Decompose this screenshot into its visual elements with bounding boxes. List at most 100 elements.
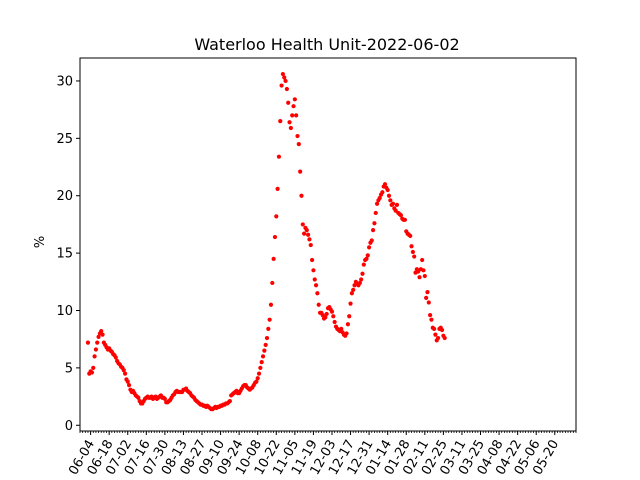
data-point <box>348 301 353 306</box>
data-point <box>300 222 305 227</box>
data-point <box>95 340 100 345</box>
data-point <box>266 326 271 331</box>
y-tick-label: 0 <box>65 419 73 434</box>
data-point <box>357 280 362 286</box>
y-axis: 0 5 10 15 20 25 30 <box>56 74 80 434</box>
data-point <box>367 245 372 250</box>
data-point <box>298 169 303 174</box>
data-point <box>126 382 132 388</box>
data-point <box>412 254 417 259</box>
plot-frame <box>79 57 577 432</box>
data-point <box>283 78 288 84</box>
data-point <box>136 395 141 400</box>
data-point <box>372 221 377 226</box>
data-point <box>408 233 413 238</box>
data-point <box>359 277 364 282</box>
data-point <box>302 231 307 236</box>
data-point <box>272 234 278 240</box>
data-point <box>122 371 128 376</box>
data-point <box>308 242 313 248</box>
data-point <box>435 335 441 341</box>
data-point <box>425 290 430 295</box>
data-point <box>264 335 270 341</box>
data-point <box>390 201 396 206</box>
data-point <box>99 329 104 334</box>
data-point <box>361 262 366 267</box>
data-point <box>388 198 393 203</box>
data-point <box>332 319 337 325</box>
data-point <box>270 280 275 286</box>
data-point <box>278 119 283 124</box>
data-point <box>339 326 344 331</box>
data-point <box>307 237 312 242</box>
data-point <box>268 302 274 307</box>
data-point <box>255 376 260 381</box>
data-point <box>377 195 382 201</box>
data-point <box>299 193 304 198</box>
data-point <box>292 97 297 102</box>
data-point <box>286 100 291 105</box>
data-point <box>280 71 286 77</box>
data-point <box>409 244 414 249</box>
data-point <box>306 232 311 237</box>
data-point <box>331 314 336 319</box>
data-point <box>271 256 276 261</box>
chart-title: Waterloo Health Unit-2022-06-02 <box>194 35 459 54</box>
data-point <box>276 154 282 159</box>
data-point <box>282 75 287 80</box>
data-point <box>313 283 319 288</box>
x-axis: 06-0406-1807-0207-1607-3008-1308-2709-10… <box>66 431 577 478</box>
data-point <box>439 327 445 333</box>
data-point <box>402 217 408 222</box>
data-point <box>429 317 434 322</box>
data-point <box>125 379 130 384</box>
data-point <box>365 253 370 258</box>
data-point <box>432 326 437 331</box>
data-point <box>121 368 126 373</box>
data-point <box>274 214 279 219</box>
data-point <box>267 317 272 322</box>
data-point <box>262 348 267 353</box>
data-point <box>426 300 431 305</box>
data-point <box>263 342 268 348</box>
data-point <box>398 213 404 218</box>
data-point <box>92 354 97 359</box>
data-point <box>369 238 374 243</box>
data-point <box>374 201 380 206</box>
data-point <box>349 291 354 296</box>
data-point <box>291 104 296 109</box>
data-point <box>428 312 433 318</box>
y-axis-label: % <box>33 236 48 248</box>
y-tick-label: 5 <box>65 361 73 376</box>
data-point <box>91 365 96 370</box>
data-point <box>420 257 425 263</box>
data-point <box>410 249 415 255</box>
data-point <box>373 210 378 216</box>
data-point <box>422 273 427 279</box>
data-point <box>93 347 99 352</box>
data-point <box>347 314 352 319</box>
data-point <box>96 334 101 339</box>
data-point <box>344 331 349 336</box>
data-point <box>386 193 392 198</box>
y-tick-label: 10 <box>56 304 73 319</box>
data-point <box>227 399 232 404</box>
data-point <box>360 271 365 276</box>
data-point <box>394 202 400 207</box>
data-point <box>258 365 263 370</box>
data-point <box>351 287 356 292</box>
data-point <box>311 268 316 273</box>
data-point <box>162 396 167 401</box>
data-point <box>284 86 289 92</box>
data-point <box>380 190 385 195</box>
data-point <box>417 275 422 280</box>
data-point <box>85 340 91 345</box>
data-point <box>382 182 388 187</box>
y-tick-label: 15 <box>56 247 73 262</box>
data-point <box>315 291 320 296</box>
y-tick-label: 30 <box>56 74 73 89</box>
data-point <box>421 268 426 273</box>
data-point <box>364 256 369 261</box>
data-point <box>316 302 321 307</box>
